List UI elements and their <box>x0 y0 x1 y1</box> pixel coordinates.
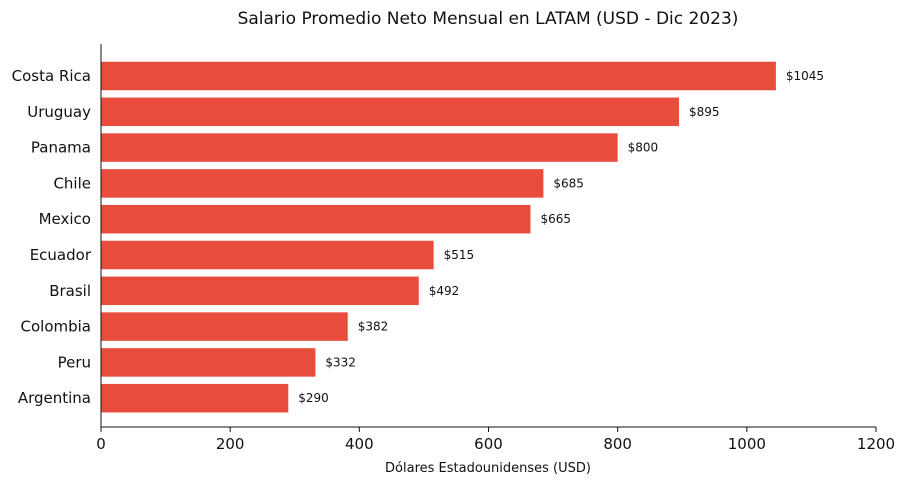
x-ticks-group: 0 200 400 600 800 1000 1200 <box>96 427 895 453</box>
bar-argentina <box>101 383 289 413</box>
chart-title: Salario Promedio Neto Mensual en LATAM (… <box>238 9 739 29</box>
bar-ecuador <box>101 240 434 270</box>
data-label: $685 <box>553 176 584 190</box>
bar-brasil <box>101 276 419 306</box>
data-label: $1045 <box>786 69 824 83</box>
x-axis-title: Dólares Estadounidenses (USD) <box>385 461 591 476</box>
bar-panama <box>101 133 618 162</box>
bar-costa-rica <box>101 61 776 91</box>
x-tick-label: 1000 <box>728 435 766 453</box>
category-label: Uruguay <box>27 103 91 121</box>
bar-uruguay <box>101 97 680 127</box>
data-labels-group: $1045 $895 $800 $685 $665 $515 $492 $382 $332 $29… <box>298 69 824 405</box>
data-label: $895 <box>689 105 720 119</box>
category-label: Chile <box>53 174 91 192</box>
category-label: Ecuador <box>30 246 92 264</box>
category-label: Argentina <box>18 389 91 407</box>
data-label: $800 <box>628 141 659 155</box>
data-label: $665 <box>540 212 571 226</box>
data-label: $332 <box>325 355 356 369</box>
bar-peru <box>101 348 316 377</box>
category-label: Panama <box>31 139 91 157</box>
data-label: $290 <box>298 391 329 405</box>
category-label: Colombia <box>21 318 92 336</box>
data-label: $515 <box>444 248 475 262</box>
category-label: Costa Rica <box>12 67 91 85</box>
bar-colombia <box>101 312 348 341</box>
category-label: Peru <box>58 353 91 371</box>
category-label: Brasil <box>49 282 91 300</box>
data-label: $492 <box>429 284 460 298</box>
category-labels-group: Costa Rica Uruguay Panama Chile Mexico Ecuado… <box>12 67 92 407</box>
x-tick-label: 600 <box>474 435 503 453</box>
bars-group <box>101 61 776 413</box>
category-label: Mexico <box>39 210 91 228</box>
x-tick-label: 1200 <box>857 435 895 453</box>
x-tick-label: 0 <box>96 435 106 453</box>
bar-mexico <box>101 204 531 234</box>
x-tick-label: 400 <box>345 435 374 453</box>
data-label: $382 <box>358 320 389 334</box>
x-tick-label: 800 <box>603 435 632 453</box>
x-tick-label: 200 <box>216 435 245 453</box>
bar-chile <box>101 169 544 198</box>
